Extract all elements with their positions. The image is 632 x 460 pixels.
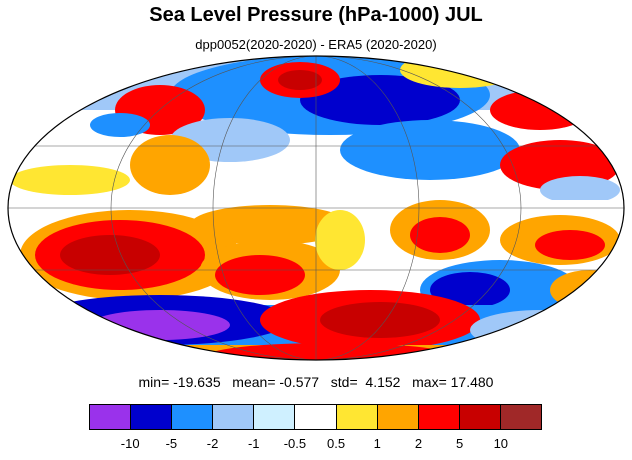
pressure-field: [8, 56, 624, 360]
std-value: 4.152: [365, 374, 401, 390]
colorbar-tick-label: 0.5: [327, 436, 346, 451]
colorbar-tick-label: 10: [493, 436, 509, 451]
colorbar-swatch: [295, 405, 337, 429]
colorbar-swatch: [131, 405, 173, 429]
colorbar-tick-label: -2: [206, 436, 219, 451]
plot-title: Sea Level Pressure (hPa-1000) JUL: [149, 4, 483, 26]
std-label: std=: [330, 374, 358, 390]
colorbar-swatch: [500, 405, 542, 429]
colorbar-swatch: [213, 405, 255, 429]
min-label: min=: [138, 374, 170, 390]
mean-label: mean=: [232, 374, 276, 390]
colorbar: [89, 404, 542, 430]
min-value: -19.635: [173, 374, 221, 390]
colorbar-swatch: [336, 405, 378, 429]
mean-value: -0.577: [279, 374, 320, 390]
colorbar-tick-label: 5: [456, 436, 464, 451]
colorbar-swatch: [459, 405, 501, 429]
colorbar-tick-label: -10: [120, 436, 140, 451]
colorbar-tick-label: -5: [165, 436, 178, 451]
colorbar-swatch: [377, 405, 419, 429]
colorbar-tick-label: -1: [247, 436, 260, 451]
map-panel: [7, 55, 625, 361]
colorbar-tick-label: -0.5: [283, 436, 307, 451]
colorbar-swatch: [418, 405, 460, 429]
colorbar-tick-label: 1: [373, 436, 381, 451]
statistics-line: min= -19.635 mean= -0.577 std= 4.152 max…: [0, 374, 632, 390]
max-label: max=: [412, 374, 447, 390]
max-value: 17.480: [450, 374, 494, 390]
colorbar-swatch: [254, 405, 296, 429]
colorbar-swatch: [90, 405, 132, 429]
colorbar-swatch: [172, 405, 214, 429]
plot-subtitle: dpp0052(2020-2020) - ERA5 (2020-2020): [195, 37, 437, 52]
colorbar-tick-label: 2: [414, 436, 423, 451]
